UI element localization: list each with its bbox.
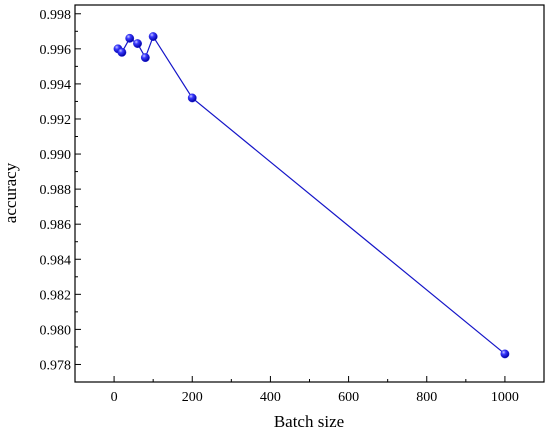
- x-axis: 0 200 400 600 800 1000: [111, 376, 519, 405]
- y-tick-label: 0.986: [40, 218, 72, 233]
- y-tick-label: 0.984: [40, 253, 72, 268]
- x-tick-label: 600: [338, 390, 359, 405]
- x-axis-title: Batch size: [274, 412, 344, 431]
- y-tick-label: 0.996: [40, 43, 72, 58]
- x-tick-label: 800: [416, 390, 437, 405]
- y-tick-label: 0.978: [40, 358, 72, 373]
- y-tick-label: 0.994: [40, 78, 72, 93]
- y-tick-label: 0.990: [40, 148, 72, 163]
- y-axis: 0.978 0.980 0.982 0.984 0.986 0.988 0.990 0.992…: [40, 8, 81, 373]
- data-point: [148, 32, 158, 41]
- y-tick-label: 0.980: [40, 323, 72, 338]
- x-tick-label: 1000: [491, 390, 519, 405]
- data-point: [140, 53, 150, 63]
- y-tick-label: 0.988: [40, 183, 72, 198]
- series-layer: [113, 32, 510, 359]
- data-point: [125, 33, 135, 43]
- x-tick-label: 200: [182, 390, 203, 405]
- data-point: [133, 39, 142, 48]
- y-axis-title: accuracy: [1, 162, 20, 223]
- x-tick-label: 0: [111, 390, 118, 405]
- data-point: [500, 349, 510, 359]
- y-tick-label: 0.982: [40, 288, 72, 303]
- series-line: [117, 35, 506, 355]
- y-tick-label: 0.998: [40, 8, 72, 23]
- y-tick-label: 0.992: [40, 113, 72, 128]
- x-tick-label: 400: [260, 390, 281, 405]
- data-point: [117, 47, 127, 57]
- data-point: [187, 93, 197, 103]
